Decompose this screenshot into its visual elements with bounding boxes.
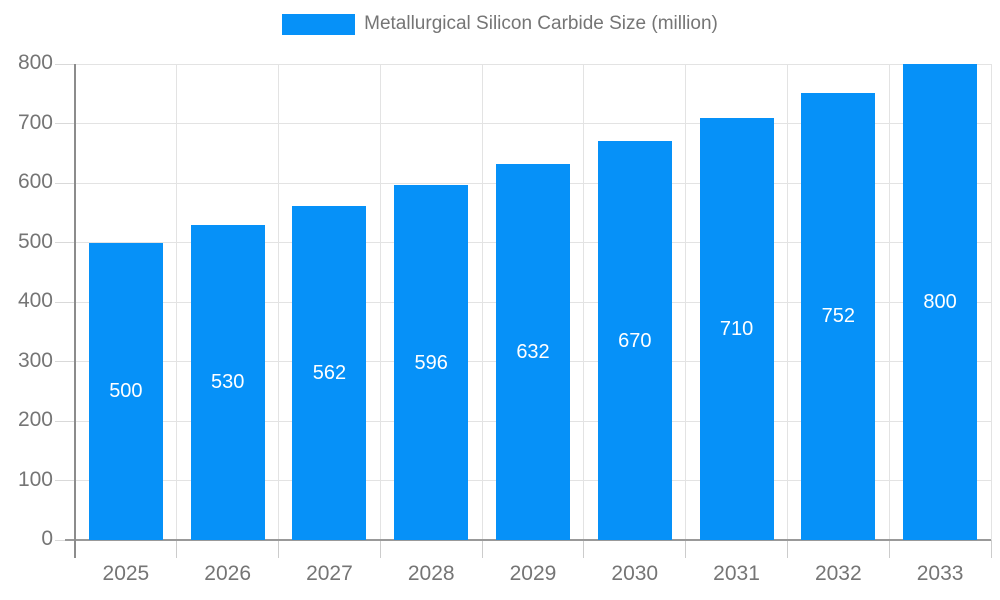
v-gridline [685,64,687,540]
v-gridline [990,64,992,540]
y-axis-line [74,64,76,558]
x-tick-label: 2029 [509,562,557,585]
v-gridline [786,64,788,540]
bar-2025 [88,242,163,540]
legend-label: Metallurgical Silicon Carbide Size (mill… [364,13,718,34]
y-tick-label: 800 [17,51,53,74]
bar-2026 [190,224,265,540]
bar-2028 [394,185,469,540]
x-tick-label: 2028 [407,562,455,585]
y-tick-label: 100 [17,467,53,491]
x-tick-label: 2026 [204,562,251,585]
x-tick-label: 2031 [713,562,760,585]
y-axis-tick [55,63,75,65]
y-axis-tick [55,182,75,184]
x-tick-label: 2032 [814,562,862,585]
x-tick-label: 2025 [102,562,150,585]
v-gridline [888,64,890,540]
v-gridline [583,64,585,540]
legend-swatch [282,13,356,35]
y-axis-tick [55,420,75,422]
y-axis-tick [55,123,75,124]
bar-2027 [292,205,367,540]
v-gridline [379,64,381,540]
x-axis-tick [888,540,890,558]
x-tick-label: 2030 [611,562,659,585]
bar-2029 [496,163,570,540]
y-axis-tick [55,242,75,243]
bar-2032 [801,92,876,540]
h-gridline [75,63,991,65]
bar-2033 [903,64,978,540]
legend[interactable]: Metallurgical Silicon Carbide Size (mill… [0,13,1000,35]
y-tick-label: 700 [17,110,53,134]
x-tick-label: 2033 [916,562,964,585]
bar-2031 [699,117,774,540]
h-gridline [75,123,991,124]
y-tick-label: 200 [17,408,53,431]
v-gridline [481,64,483,540]
y-tick-label: 0 [41,527,53,550]
x-axis-tick [685,540,687,558]
y-tick-label: 500 [17,229,53,253]
x-axis-tick [786,540,788,558]
y-tick-label: 300 [17,348,53,372]
y-axis-tick [55,301,75,303]
x-tick-label: 2027 [306,562,353,585]
x-axis-tick [379,540,381,558]
x-axis-tick [278,540,280,558]
x-axis-tick [481,540,483,558]
y-tick-label: 600 [17,170,53,193]
x-axis-tick [990,540,992,558]
y-axis-tick [55,361,75,362]
y-axis-tick [55,480,75,481]
bar-2030 [597,141,672,540]
v-gridline [278,64,280,540]
x-axis-line [65,539,991,541]
x-axis-tick [583,540,585,558]
v-gridline [176,64,178,540]
y-tick-label: 400 [17,289,53,312]
x-axis-tick [176,540,178,558]
